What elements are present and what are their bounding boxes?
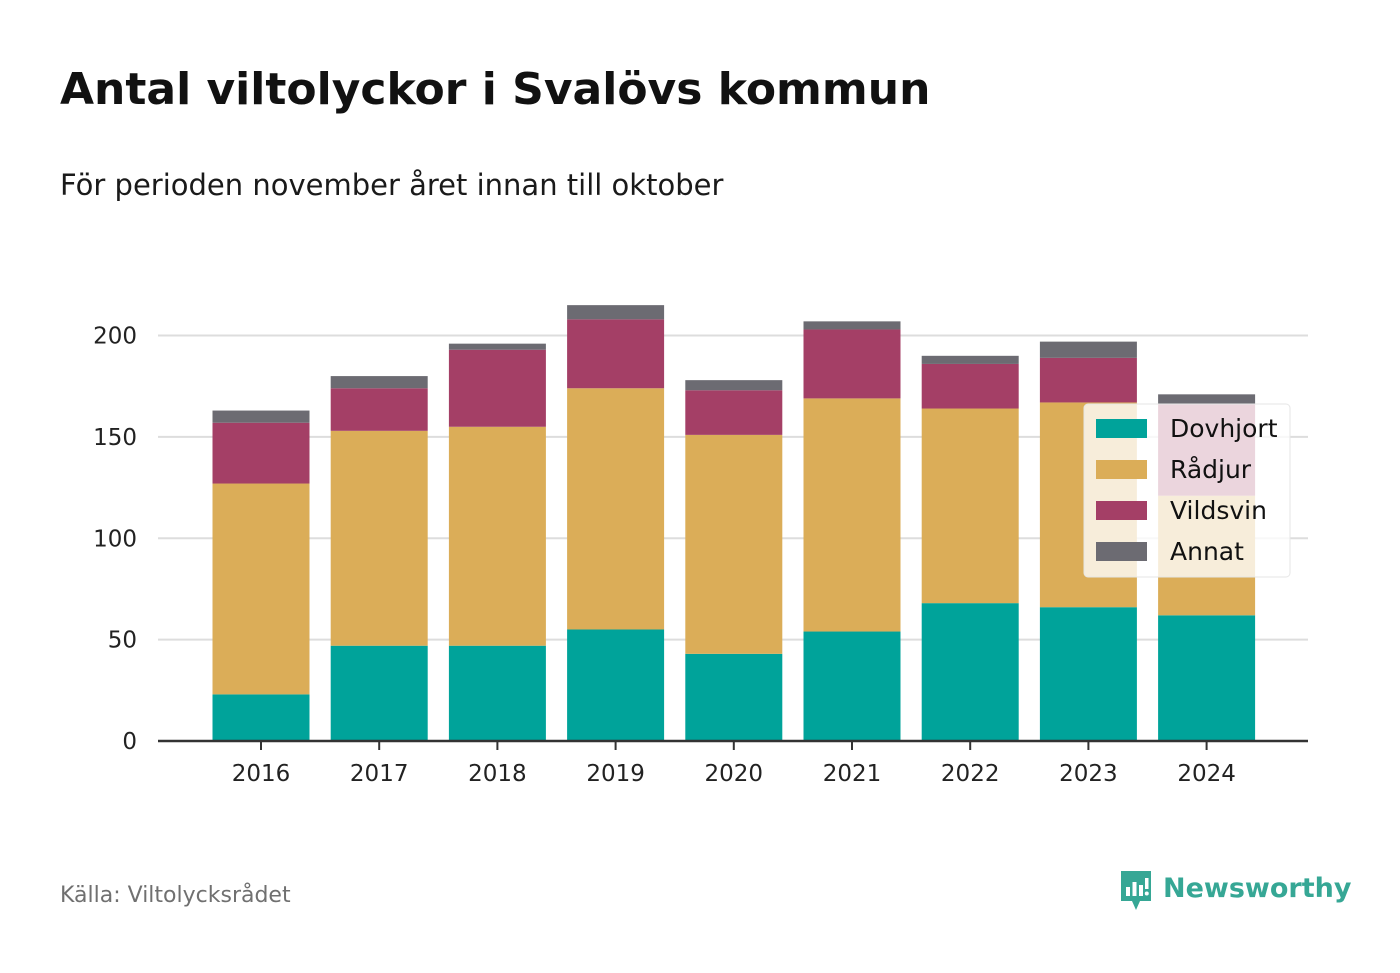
y-tick-label: 100	[93, 526, 137, 552]
bar-segment-rådjur-2017	[330, 430, 428, 646]
bar-segment-dovhjort-2023	[1039, 607, 1137, 741]
bar-segment-dovhjort-2019	[567, 629, 665, 741]
x-axis: 2016 2017 2018 2019 2020 2021 2022 2023 2024	[158, 739, 1308, 787]
x-tick-label: 2024	[1177, 761, 1236, 787]
x-tick-label: 2018	[468, 761, 527, 787]
bar-segment-annat-2021	[803, 321, 901, 330]
y-tick-label: 0	[122, 729, 137, 755]
bar-segment-rådjur-2020	[685, 434, 783, 654]
y-tick-label: 50	[108, 628, 137, 654]
bar-segment-rådjur-2021	[803, 398, 901, 632]
x-tick-label: 2016	[232, 761, 291, 787]
legend-box	[1083, 403, 1291, 578]
bar-segment-vildsvin-2023	[1039, 357, 1137, 403]
legend-swatch-rådjur	[1096, 460, 1147, 479]
brand-logo: Newsworthy	[1118, 868, 1351, 914]
x-tick-label: 2020	[705, 761, 764, 787]
bar-segment-annat-2022	[921, 355, 1019, 364]
bar-segment-vildsvin-2022	[921, 363, 1019, 409]
bar-segment-annat-2019	[567, 305, 665, 320]
chart-subtitle: För perioden november året innan till ok…	[60, 168, 724, 202]
bar-segment-vildsvin-2021	[803, 329, 901, 399]
x-tick-label: 2019	[586, 761, 645, 787]
legend-label-dovhjort: Dovhjort	[1170, 414, 1278, 443]
newsworthy-logo-icon	[1121, 871, 1151, 910]
x-tick-label: 2021	[823, 761, 882, 787]
legend: Dovhjort Rådjur Vildsvin Annat	[1083, 403, 1291, 578]
bar-segment-vildsvin-2018	[448, 349, 546, 427]
bar-segment-annat-2018	[448, 343, 546, 350]
bar-segment-annat-2016	[212, 410, 310, 423]
bar-segment-vildsvin-2020	[685, 390, 783, 435]
bar-segment-rådjur-2018	[448, 426, 546, 646]
bar-segment-dovhjort-2024	[1158, 615, 1256, 741]
x-tick-label: 2017	[350, 761, 409, 787]
legend-label-rådjur: Rådjur	[1170, 455, 1252, 484]
bar-segment-dovhjort-2018	[448, 645, 546, 741]
brand-name: Newsworthy	[1163, 872, 1352, 904]
bar-segment-annat-2024	[1158, 394, 1256, 405]
bar-segment-rådjur-2019	[567, 388, 665, 630]
bar-segment-rådjur-2016	[212, 483, 310, 695]
x-tick-label: 2023	[1059, 761, 1118, 787]
bar-segment-dovhjort-2021	[803, 631, 901, 741]
bar-segment-rådjur-2022	[921, 408, 1019, 604]
bar-segment-annat-2017	[330, 376, 428, 389]
bar-segment-dovhjort-2020	[685, 653, 783, 741]
bar-segment-annat-2023	[1039, 341, 1137, 358]
bar-segment-dovhjort-2017	[330, 645, 428, 741]
source-note: Källa: Viltolycksrådet	[60, 883, 291, 908]
legend-swatch-annat	[1096, 542, 1147, 561]
legend-label-vildsvin: Vildsvin	[1170, 496, 1267, 525]
bar-segment-dovhjort-2022	[921, 603, 1019, 741]
y-tick-label: 200	[93, 324, 137, 350]
bar-segment-vildsvin-2017	[330, 388, 428, 431]
bar-segment-dovhjort-2016	[212, 694, 310, 741]
legend-label-annat: Annat	[1170, 537, 1244, 566]
y-tick-label: 150	[93, 425, 137, 451]
bar-segment-vildsvin-2019	[567, 319, 665, 389]
y-axis-tick-labels: 0 50 100 150 200	[93, 324, 137, 755]
bar-segment-annat-2020	[685, 380, 783, 391]
legend-swatch-dovhjort	[1096, 419, 1147, 438]
legend-swatch-vildsvin	[1096, 501, 1147, 520]
chart-title: Antal viltolyckor i Svalövs kommun	[60, 64, 931, 115]
x-tick-label: 2022	[941, 761, 1000, 787]
bar-segment-vildsvin-2016	[212, 422, 310, 484]
